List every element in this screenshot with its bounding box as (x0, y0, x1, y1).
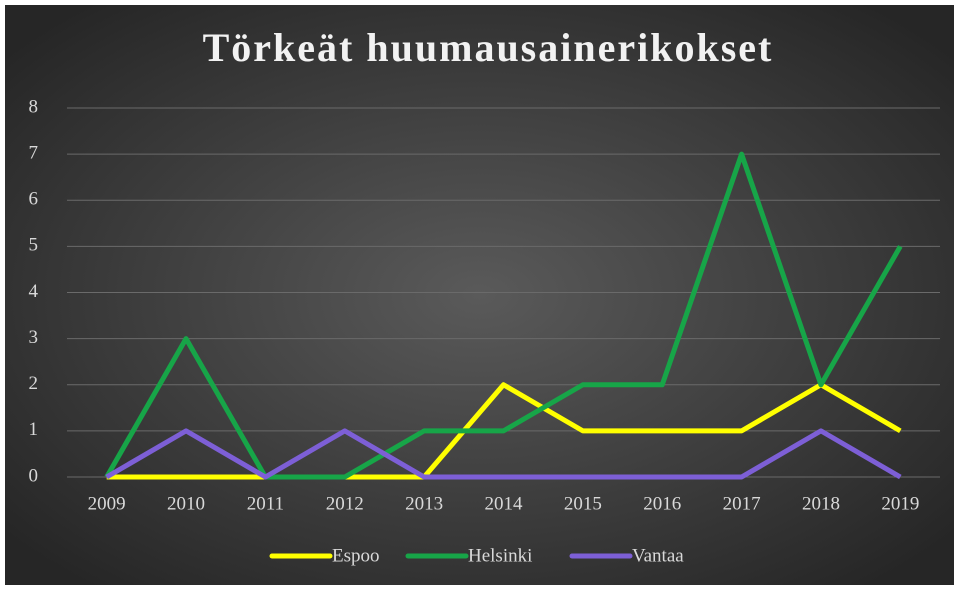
legend-label: Vantaa (632, 545, 684, 566)
y-tick-label: 4 (29, 281, 39, 302)
x-tick-label: 2014 (485, 493, 524, 514)
x-tick-label: 2015 (564, 493, 602, 514)
legend-label: Helsinki (468, 545, 532, 566)
y-tick-label: 6 (29, 189, 39, 210)
series-line (106, 382, 902, 480)
y-tick-label: 0 (29, 465, 39, 486)
legend-label: Espoo (332, 545, 380, 566)
x-tick-label: 2019 (881, 493, 919, 514)
y-tick-label: 8 (29, 96, 39, 117)
y-tick-label: 5 (29, 235, 39, 256)
series-line (104, 151, 903, 480)
chart-background (5, 5, 954, 585)
y-tick-label: 1 (29, 419, 39, 440)
series-line (105, 428, 902, 480)
x-tick-label: 2016 (643, 493, 681, 514)
y-tick-label: 2 (29, 373, 39, 394)
chart-title: Törkeät huumausainerikokset (203, 25, 774, 70)
x-tick-label: 2018 (802, 493, 840, 514)
x-tick-label: 2017 (723, 493, 761, 514)
x-tick-label: 2013 (405, 493, 443, 514)
y-tick-label: 7 (29, 142, 39, 163)
x-tick-label: 2010 (167, 493, 205, 514)
x-tick-label: 2012 (326, 493, 364, 514)
x-tick-label: 2011 (247, 493, 284, 514)
y-tick-label: 3 (29, 327, 39, 348)
x-tick-label: 2009 (88, 493, 126, 514)
